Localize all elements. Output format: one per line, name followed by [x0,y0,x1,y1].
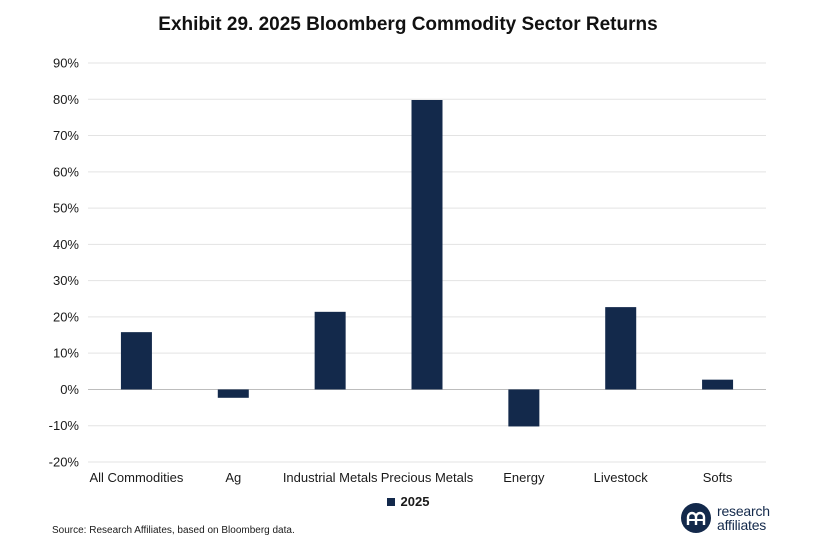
bar [314,311,346,390]
x-tick-label: Softs [703,470,733,485]
bar [605,307,637,390]
x-tick-label: Energy [503,470,545,485]
legend-label: 2025 [400,494,430,509]
y-tick-label: 50% [53,201,79,216]
logo-text-line1: research [717,503,770,519]
logo-text-line2: affiliates [717,517,767,533]
x-tick-label: Livestock [594,470,649,485]
legend: 2025 [0,494,816,509]
bar [217,389,249,398]
legend-swatch [386,497,395,506]
bar [120,332,152,390]
y-tick-label: 60% [53,164,79,179]
x-tick-label: Industrial Metals [283,470,378,485]
x-tick-label: Ag [225,470,241,485]
bar [508,389,540,427]
bar [411,99,443,390]
bar [702,379,734,390]
chart-title: Exhibit 29. 2025 Bloomberg Commodity Sec… [158,14,658,35]
y-tick-label: 80% [53,92,79,107]
y-tick-label: -10% [49,418,80,433]
y-tick-label: 0% [60,382,79,397]
y-tick-label: -20% [49,455,80,470]
y-tick-label: 10% [53,346,79,361]
source-note: Source: Research Affiliates, based on Bl… [52,525,295,536]
x-tick-label: All Commodities [89,470,183,485]
y-tick-label: 20% [53,309,79,324]
bar-chart: -20% -10% 0% 10% 20% 30% 40% 50% 60% 70% 80% 90% All… [49,56,766,485]
y-tick-label: 40% [53,237,79,252]
research-affiliates-logo-icon [681,503,711,533]
company-logo: research affiliates [681,503,770,533]
x-tick-label: Precious Metals [381,470,474,485]
y-tick-label: 90% [53,56,79,71]
y-tick-label: 30% [53,273,79,288]
y-tick-label: 70% [53,128,79,143]
